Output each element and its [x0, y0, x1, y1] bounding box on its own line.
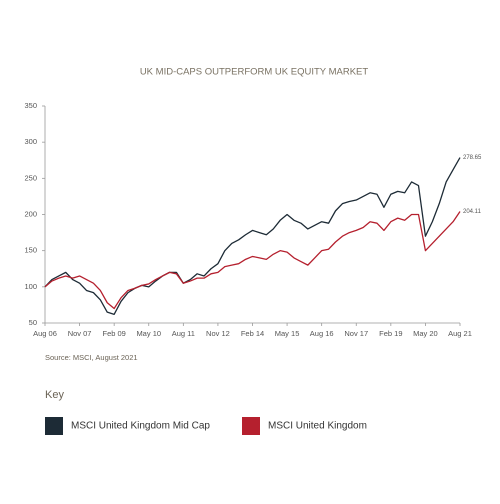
x-tick-label: Aug 06: [33, 329, 57, 338]
x-tick-label: Aug 16: [310, 329, 334, 338]
x-tick-label: Aug 21: [448, 329, 472, 338]
legend-label: MSCI United Kingdom: [268, 421, 367, 432]
legend-label: MSCI United Kingdom Mid Cap: [71, 421, 210, 432]
x-tick-label: Nov 12: [206, 329, 230, 338]
y-tick-label: 350: [24, 101, 37, 110]
x-tick-label: May 15: [275, 329, 300, 338]
y-tick-label: 50: [29, 318, 37, 327]
x-tick-label: Aug 11: [172, 329, 195, 338]
source-note: Source: MSCI, August 2021: [45, 353, 138, 362]
y-tick-label: 100: [24, 282, 37, 291]
chart-title: UK MID-CAPS OUTPERFORM UK EQUITY MARKET: [140, 67, 369, 78]
legend-title: Key: [45, 389, 64, 401]
end-value-label: 278.65: [463, 155, 482, 161]
series-line: [44, 211, 461, 310]
legend-swatch: [242, 417, 260, 435]
x-tick-label: Nov 17: [344, 329, 368, 338]
y-tick-label: 200: [24, 209, 37, 218]
x-tick-label: Feb 19: [379, 329, 402, 338]
x-tick-label: Nov 07: [68, 329, 92, 338]
x-tick-label: Feb 14: [241, 329, 264, 338]
y-tick-label: 150: [24, 246, 37, 255]
x-tick-label: May 20: [413, 329, 438, 338]
x-tick-label: May 10: [136, 329, 161, 338]
y-tick-label: 250: [24, 173, 37, 182]
end-value-label: 204.11: [463, 209, 482, 215]
legend-swatch: [45, 417, 63, 435]
y-tick-label: 300: [24, 137, 37, 146]
series-line: [44, 157, 461, 315]
x-tick-label: Feb 09: [102, 329, 125, 338]
